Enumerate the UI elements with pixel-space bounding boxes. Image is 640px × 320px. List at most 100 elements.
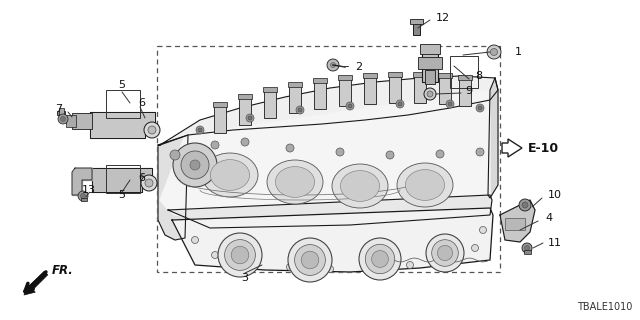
Circle shape: [424, 88, 436, 100]
FancyArrow shape: [502, 139, 522, 157]
Ellipse shape: [405, 170, 445, 200]
Circle shape: [432, 240, 458, 266]
Bar: [418, 57, 442, 69]
Ellipse shape: [275, 167, 315, 197]
Bar: [363, 73, 377, 78]
Text: 2: 2: [355, 62, 362, 72]
Bar: [106, 90, 140, 118]
Circle shape: [288, 238, 332, 282]
FancyArrow shape: [24, 271, 48, 295]
Circle shape: [225, 240, 255, 270]
Ellipse shape: [211, 160, 250, 190]
Ellipse shape: [267, 160, 323, 204]
Bar: [288, 82, 302, 87]
Bar: [422, 52, 438, 82]
Text: FR.: FR.: [52, 263, 74, 276]
Circle shape: [145, 179, 153, 187]
Circle shape: [211, 141, 219, 149]
Circle shape: [181, 151, 209, 179]
Bar: [414, 75, 426, 103]
Bar: [420, 44, 440, 54]
Circle shape: [144, 122, 160, 138]
Circle shape: [479, 227, 486, 234]
Text: 8: 8: [475, 71, 482, 81]
Polygon shape: [158, 135, 188, 240]
Bar: [66, 115, 76, 127]
Bar: [389, 75, 401, 103]
Polygon shape: [168, 195, 492, 228]
Text: 3: 3: [241, 273, 248, 283]
Circle shape: [365, 244, 395, 274]
Circle shape: [81, 194, 86, 198]
Circle shape: [296, 106, 304, 114]
Text: 5: 5: [118, 190, 125, 200]
Bar: [439, 76, 451, 104]
Text: 7: 7: [55, 104, 62, 114]
Circle shape: [436, 150, 444, 158]
Circle shape: [286, 144, 294, 152]
Bar: [458, 75, 472, 80]
Polygon shape: [90, 112, 155, 138]
Circle shape: [218, 233, 262, 277]
Circle shape: [525, 245, 529, 251]
Circle shape: [490, 49, 497, 55]
Ellipse shape: [397, 163, 453, 207]
Bar: [425, 70, 435, 84]
Circle shape: [426, 234, 464, 272]
Bar: [450, 56, 478, 88]
Circle shape: [246, 260, 253, 267]
Bar: [213, 102, 227, 107]
Ellipse shape: [332, 164, 388, 208]
Circle shape: [398, 102, 402, 106]
Circle shape: [448, 102, 452, 106]
Circle shape: [246, 114, 254, 122]
Bar: [524, 250, 531, 254]
Polygon shape: [172, 208, 493, 272]
Bar: [505, 218, 525, 230]
Circle shape: [78, 191, 88, 201]
Circle shape: [190, 160, 200, 170]
Circle shape: [231, 246, 249, 264]
Bar: [314, 81, 326, 109]
Text: 9: 9: [465, 86, 472, 96]
Circle shape: [326, 266, 333, 273]
Text: 1: 1: [515, 47, 522, 57]
Text: 12: 12: [436, 13, 450, 23]
Circle shape: [148, 126, 156, 134]
Bar: [264, 90, 276, 118]
Bar: [263, 87, 277, 92]
Bar: [57, 111, 65, 115]
Circle shape: [427, 91, 433, 97]
Circle shape: [359, 238, 401, 280]
Circle shape: [294, 244, 325, 276]
Circle shape: [301, 251, 319, 269]
Circle shape: [437, 245, 452, 260]
Ellipse shape: [340, 171, 380, 201]
Circle shape: [348, 104, 352, 108]
Bar: [157, 46, 500, 272]
Circle shape: [346, 102, 354, 110]
Text: TBALE1010: TBALE1010: [577, 302, 632, 312]
Text: E-10: E-10: [528, 141, 559, 155]
Circle shape: [211, 252, 218, 259]
Bar: [413, 21, 420, 35]
Text: 4: 4: [545, 213, 552, 223]
Text: 6: 6: [138, 98, 145, 108]
Circle shape: [330, 62, 335, 68]
Circle shape: [58, 114, 68, 124]
Bar: [413, 72, 427, 77]
Polygon shape: [160, 90, 490, 222]
Circle shape: [406, 261, 413, 268]
Circle shape: [198, 128, 202, 132]
Bar: [106, 165, 140, 193]
Circle shape: [478, 106, 482, 110]
Circle shape: [61, 116, 65, 122]
Circle shape: [446, 100, 454, 108]
Polygon shape: [158, 76, 498, 145]
Circle shape: [519, 199, 531, 211]
Text: 11: 11: [548, 238, 562, 248]
Bar: [214, 105, 226, 133]
Bar: [338, 75, 352, 80]
Text: 6: 6: [138, 173, 145, 183]
Text: 5: 5: [118, 80, 125, 90]
